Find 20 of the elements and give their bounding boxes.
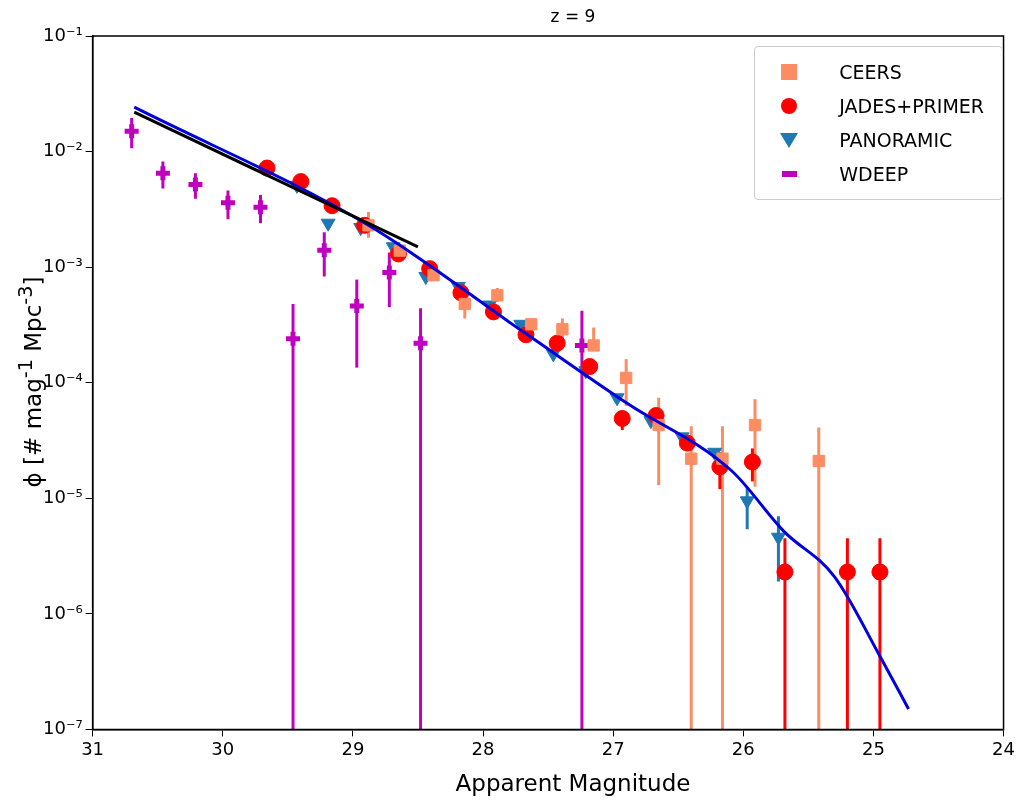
legend-label: JADES+PRIMER [839,95,984,117]
y-tick-label: 10⁻⁶ [43,601,83,623]
y-tick-label: 10⁻⁷ [43,717,83,739]
y-tick-label: 10⁻² [43,139,83,161]
y-tick-label: 10⁻¹ [43,23,83,45]
chart-title: z = 9 [549,6,597,26]
y-tick-label: 10⁻³ [43,254,83,276]
x-tick-label: 30 [211,737,235,759]
legend-label: CEERS [839,61,902,83]
x-tick-label: 25 [861,737,885,759]
x-tick-label: 24 [992,737,1015,759]
legend-label: WDEEP [839,163,909,185]
x-tick-label: 27 [601,737,625,759]
x-tick-label: 29 [341,737,365,759]
x-tick-label: 28 [471,737,495,759]
x-tick-label: 26 [731,737,755,759]
x-tick-label: 31 [81,737,105,759]
legend-label: PANORAMIC [839,129,953,151]
x-axis-title: Apparent Magnitude [454,770,692,796]
y-tick-label: 10⁻⁵ [43,485,83,507]
